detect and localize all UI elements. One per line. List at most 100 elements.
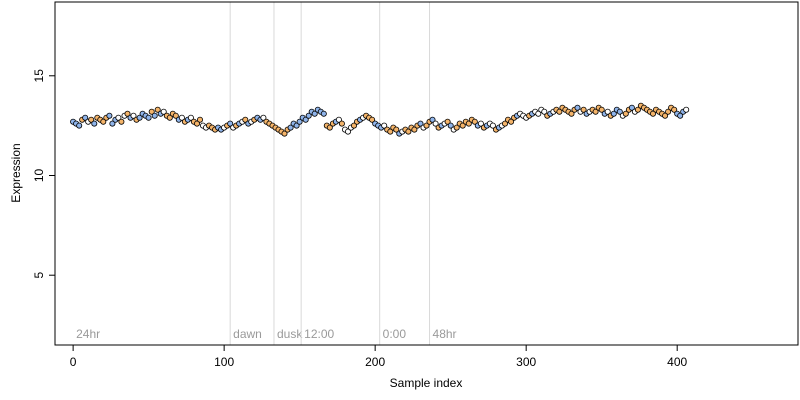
data-point xyxy=(393,126,400,133)
x-tick-label: 100 xyxy=(214,355,234,369)
region-lines: 24hr dawn dusk 12:00 0:00 48hr xyxy=(76,2,457,345)
data-point xyxy=(628,104,635,111)
data-point xyxy=(287,124,294,131)
data-point xyxy=(447,122,454,129)
data-point xyxy=(148,108,155,115)
data-point xyxy=(115,114,122,121)
data-point xyxy=(154,106,161,113)
data-point xyxy=(417,120,424,127)
data-point xyxy=(305,112,312,119)
y-axis: 5 10 15 xyxy=(32,69,55,279)
region-label: dawn xyxy=(233,327,262,341)
data-point xyxy=(432,120,439,127)
data-point xyxy=(130,112,137,119)
x-tick-label: 0 xyxy=(70,355,77,369)
data-point xyxy=(423,122,430,129)
data-point xyxy=(91,120,98,127)
data-point xyxy=(296,118,303,125)
data-point xyxy=(665,108,672,115)
data-point xyxy=(598,106,605,113)
data-point xyxy=(471,118,478,125)
data-point xyxy=(650,110,657,117)
data-point xyxy=(350,122,357,129)
y-axis-label: Expression xyxy=(9,143,23,202)
data-point xyxy=(118,118,125,125)
data-point xyxy=(151,112,158,119)
data-point xyxy=(320,110,327,117)
data-point xyxy=(187,114,194,121)
data-point xyxy=(604,108,611,115)
y-tick-label: 5 xyxy=(32,272,46,279)
region-label: 24hr xyxy=(76,327,100,341)
region-label: 12:00 xyxy=(304,327,334,341)
data-point xyxy=(501,120,508,127)
region-label: 0:00 xyxy=(383,327,407,341)
data-point xyxy=(568,110,575,117)
data-point xyxy=(634,106,641,113)
data-point xyxy=(535,110,542,117)
x-tick-label: 300 xyxy=(516,355,536,369)
x-axis-label: Sample index xyxy=(390,376,463,390)
data-point xyxy=(610,110,617,117)
data-point xyxy=(429,116,436,123)
data-point xyxy=(88,116,95,123)
data-point xyxy=(622,110,629,117)
data-point xyxy=(145,114,152,121)
data-point xyxy=(196,116,203,123)
data-point xyxy=(172,112,179,119)
data-point xyxy=(677,112,684,119)
data-point xyxy=(662,112,669,119)
data-point xyxy=(671,106,678,113)
data-point xyxy=(369,116,376,123)
region-label: dusk xyxy=(277,327,303,341)
data-point xyxy=(106,112,113,119)
data-point xyxy=(541,108,548,115)
data-point xyxy=(453,124,460,131)
data-point xyxy=(100,118,107,125)
data-point xyxy=(124,110,131,117)
data-point xyxy=(338,120,345,127)
data-point xyxy=(465,120,472,127)
data-point xyxy=(166,114,173,121)
data-point xyxy=(387,128,394,135)
data-point xyxy=(311,110,318,117)
data-point xyxy=(178,114,185,121)
data-point xyxy=(160,108,167,115)
data-point xyxy=(326,124,333,131)
data-point xyxy=(109,120,116,127)
data-point xyxy=(683,106,690,113)
data-point xyxy=(444,118,451,125)
data-point xyxy=(335,116,342,123)
data-point xyxy=(592,108,599,115)
x-tick-label: 200 xyxy=(365,355,385,369)
x-tick-label: 400 xyxy=(667,355,687,369)
data-point xyxy=(459,122,466,129)
data-point xyxy=(580,106,587,113)
data-point xyxy=(82,114,89,121)
data-point xyxy=(508,118,515,125)
data-point xyxy=(405,128,412,135)
plot-frame xyxy=(54,1,799,346)
data-point xyxy=(193,120,200,127)
data-points xyxy=(70,102,690,137)
data-point xyxy=(302,116,309,123)
data-point xyxy=(76,122,83,129)
y-tick-label: 15 xyxy=(32,69,46,83)
data-point xyxy=(260,114,267,121)
region-label: 48hr xyxy=(433,327,457,341)
data-point xyxy=(616,108,623,115)
data-point xyxy=(227,120,234,127)
data-point xyxy=(242,116,249,123)
data-point xyxy=(293,122,300,129)
data-point xyxy=(381,122,388,129)
data-point xyxy=(556,108,563,115)
data-point xyxy=(574,104,581,111)
x-axis: 0 100 200 300 400 xyxy=(70,345,688,369)
data-point xyxy=(281,130,288,137)
data-point xyxy=(136,114,143,121)
y-tick-label: 10 xyxy=(32,169,46,183)
data-point xyxy=(411,126,418,133)
data-point xyxy=(477,120,484,127)
data-point xyxy=(489,122,496,129)
